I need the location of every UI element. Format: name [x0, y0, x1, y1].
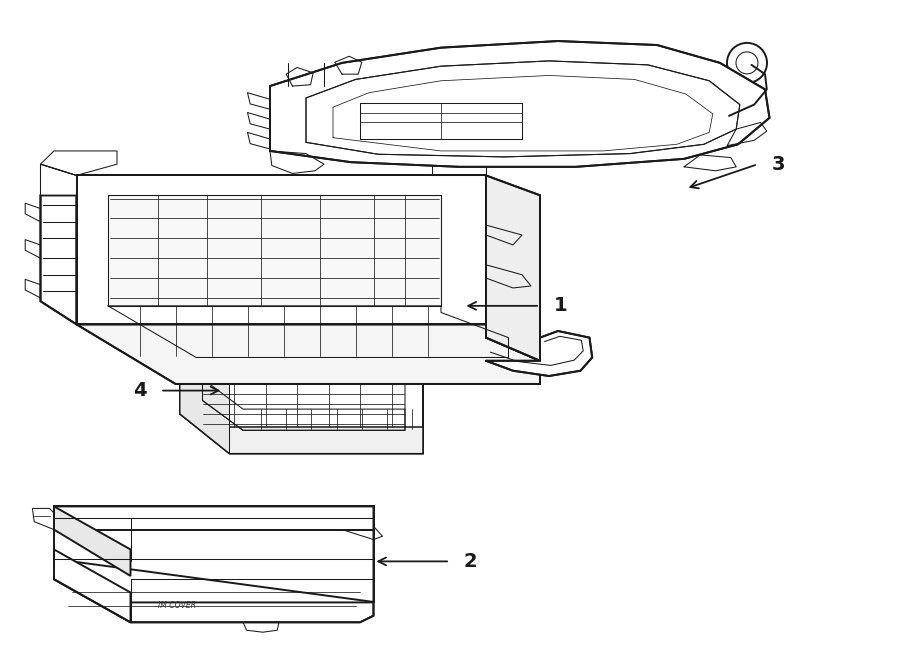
Polygon shape [54, 530, 374, 602]
Polygon shape [180, 321, 423, 453]
Polygon shape [40, 195, 76, 324]
Text: 4: 4 [133, 381, 147, 400]
Polygon shape [486, 331, 592, 376]
Polygon shape [76, 175, 486, 324]
Polygon shape [270, 41, 770, 167]
Polygon shape [180, 321, 230, 453]
Polygon shape [40, 164, 76, 195]
Polygon shape [108, 195, 441, 306]
Polygon shape [76, 324, 540, 384]
Polygon shape [54, 506, 130, 576]
Polygon shape [306, 61, 740, 157]
Polygon shape [180, 387, 423, 453]
Text: IM COVER: IM COVER [158, 601, 195, 610]
Text: 3: 3 [771, 155, 785, 173]
Polygon shape [54, 559, 374, 622]
Polygon shape [54, 549, 130, 622]
Text: 2: 2 [464, 552, 477, 571]
Polygon shape [76, 175, 540, 384]
Text: 1: 1 [554, 297, 567, 315]
Polygon shape [54, 506, 374, 530]
Polygon shape [486, 175, 540, 361]
